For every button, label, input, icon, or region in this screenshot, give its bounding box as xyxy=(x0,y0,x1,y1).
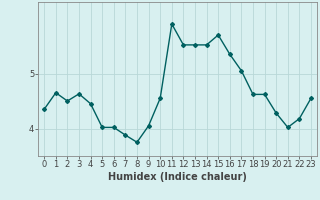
X-axis label: Humidex (Indice chaleur): Humidex (Indice chaleur) xyxy=(108,172,247,182)
